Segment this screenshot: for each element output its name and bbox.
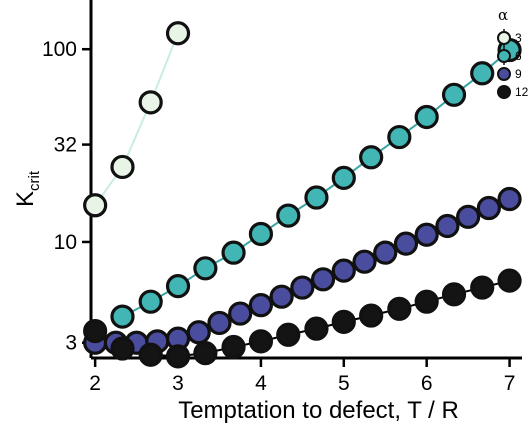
- y-tick-label: 100: [42, 38, 77, 61]
- data-point: [290, 275, 315, 300]
- data-point: [441, 282, 467, 307]
- data-point: [310, 267, 336, 292]
- data-point: [470, 61, 495, 86]
- data-point: [138, 289, 163, 314]
- legend-label: 12: [515, 85, 529, 99]
- series-points-alpha-12: [83, 268, 522, 369]
- legend-swatch: [497, 31, 511, 45]
- data-point: [414, 104, 439, 130]
- data-point: [165, 344, 191, 369]
- data-point: [228, 301, 253, 326]
- x-tick-label: 6: [421, 372, 433, 395]
- series-line-alpha-12: [94, 279, 510, 358]
- data-point: [331, 165, 356, 190]
- data-point: [387, 124, 412, 150]
- legend: α 3 6 9 12: [497, 6, 529, 99]
- y-axis-title: Kcrit: [12, 170, 43, 207]
- data-point: [110, 304, 135, 329]
- data-point: [110, 336, 135, 361]
- series-points-alpha-3: [83, 21, 191, 218]
- legend-swatch: [497, 85, 511, 99]
- series-points-alpha-6: [110, 37, 522, 329]
- data-point: [435, 213, 460, 239]
- y-tick-label: 3: [65, 332, 77, 355]
- data-point: [207, 310, 232, 336]
- y-tick-label: 10: [54, 231, 77, 254]
- data-point: [441, 82, 467, 107]
- data-point: [470, 275, 495, 300]
- data-point: [248, 221, 274, 247]
- data-point: [304, 185, 329, 210]
- legend-item-alpha-9: 9: [497, 67, 522, 81]
- series-line-alpha-3: [94, 32, 179, 206]
- data-point: [193, 341, 218, 366]
- data-point: [138, 90, 163, 115]
- data-point: [138, 342, 163, 367]
- y-tick-label: 32: [54, 134, 77, 157]
- data-point: [331, 309, 356, 334]
- plot-error-bars: [176, 25, 511, 61]
- plot-points: [83, 21, 522, 369]
- x-tick-label: 5: [338, 372, 350, 395]
- data-point: [414, 289, 439, 314]
- data-point: [186, 320, 211, 345]
- data-point: [393, 231, 419, 256]
- data-point: [352, 249, 377, 274]
- y-axis-title-main: K: [12, 191, 39, 207]
- data-point: [359, 145, 384, 170]
- legend-title: α: [498, 6, 508, 24]
- data-point: [304, 316, 329, 341]
- data-point: [331, 258, 356, 283]
- data-point: [269, 284, 294, 309]
- data-point: [359, 303, 384, 328]
- legend-label: 9: [515, 67, 522, 81]
- x-tick-label: 4: [255, 372, 267, 395]
- data-point: [414, 222, 439, 247]
- data-point: [83, 193, 108, 218]
- legend-item-alpha-6: 6: [497, 47, 522, 65]
- legend-item-alpha-12: 12: [497, 85, 529, 99]
- data-point: [221, 240, 246, 265]
- data-point: [373, 240, 398, 265]
- legend-label: 6: [515, 49, 522, 63]
- data-point: [221, 334, 246, 360]
- legend-swatch: [497, 49, 511, 63]
- y-ticks: 3 10 32 100: [42, 38, 91, 355]
- x-tick-label: 3: [172, 372, 184, 395]
- data-point: [110, 154, 135, 180]
- data-point: [276, 203, 301, 228]
- data-point: [83, 318, 108, 344]
- data-point: [476, 195, 501, 221]
- data-point: [497, 268, 522, 293]
- data-point: [456, 204, 481, 229]
- data-point: [248, 329, 274, 354]
- data-point: [165, 21, 191, 46]
- data-point: [387, 296, 412, 321]
- legend-item-alpha-3: 3: [497, 29, 522, 47]
- data-point: [165, 274, 191, 299]
- legend-swatch: [497, 67, 511, 81]
- legend-label: 3: [515, 31, 522, 45]
- x-tick-label: 7: [504, 372, 516, 395]
- data-point: [193, 256, 218, 281]
- data-point: [497, 186, 522, 212]
- data-point: [248, 293, 274, 318]
- x-axis-title: Temptation to defect, T / R: [178, 397, 459, 424]
- y-axis-title-subscript: crit: [26, 170, 43, 191]
- data-point: [276, 322, 301, 347]
- series-points-alpha-9: [83, 186, 522, 355]
- x-tick-label: 2: [89, 372, 101, 395]
